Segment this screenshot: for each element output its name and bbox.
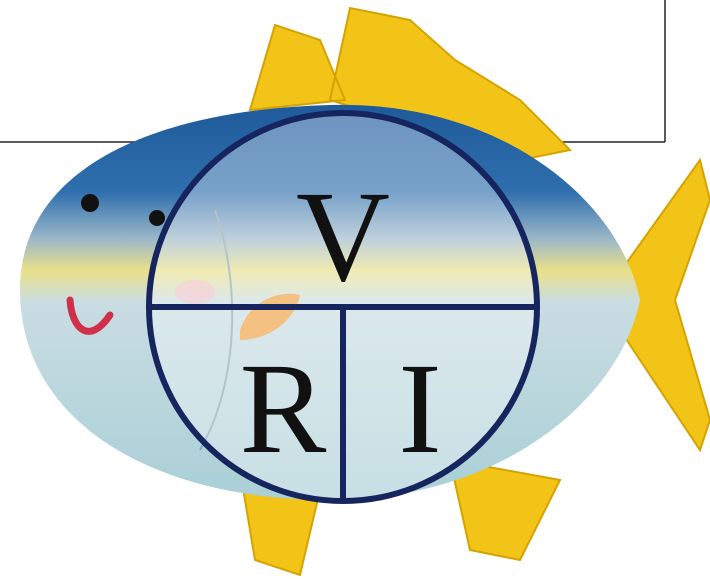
page: V R I (() => { const data = JSON.parse(d…: [0, 0, 710, 579]
label-r: R: [240, 337, 327, 481]
vri-circle: V R I: [149, 113, 537, 501]
label-v: V: [296, 165, 390, 309]
label-i: I: [398, 337, 441, 481]
scene: V R I: [0, 0, 710, 579]
